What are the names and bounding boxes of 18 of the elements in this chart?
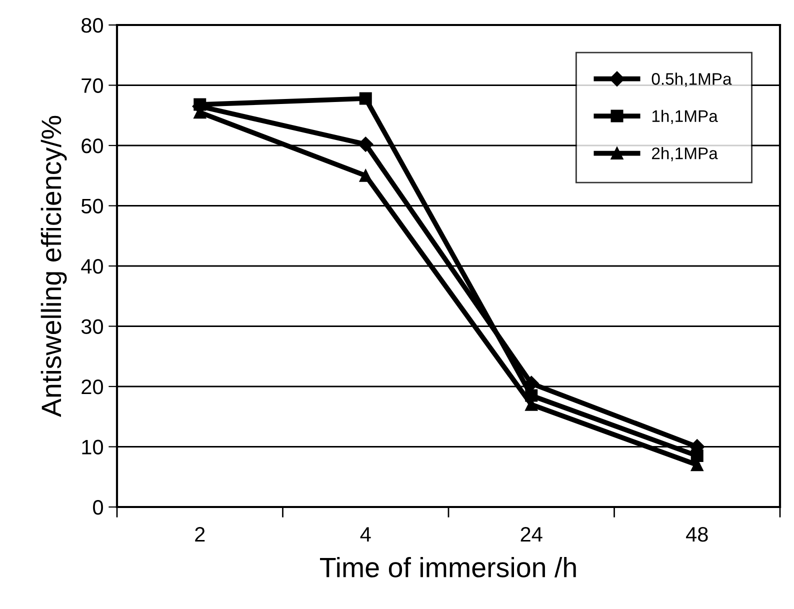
- x-tick-label: 24: [520, 526, 542, 542]
- x-axis-title: Time of immersion /h: [320, 556, 576, 578]
- x-tick-label: 2: [195, 526, 205, 542]
- y-tick-label: 30: [81, 319, 103, 334]
- y-tick-label: 40: [81, 259, 103, 274]
- y-tick-label: 80: [82, 18, 103, 33]
- y-tick-label: 20: [82, 380, 103, 394]
- legend-label: 2h,1MPa: [652, 147, 718, 162]
- y-tick-label: 0: [93, 500, 103, 515]
- y-tick-label: 60: [82, 138, 103, 154]
- legend-label: 0.5h,1MPa: [652, 72, 732, 87]
- x-tick-label: 4: [360, 527, 371, 542]
- legend-label: 1h,1MPa: [652, 110, 718, 124]
- y-tick-label: 50: [81, 198, 103, 214]
- y-tick-label: 70: [82, 78, 103, 94]
- y-axis-title: Antiswelling efficiency/%: [40, 116, 67, 417]
- x-tick-label: 48: [686, 526, 708, 542]
- y-tick-label: 10: [82, 440, 103, 455]
